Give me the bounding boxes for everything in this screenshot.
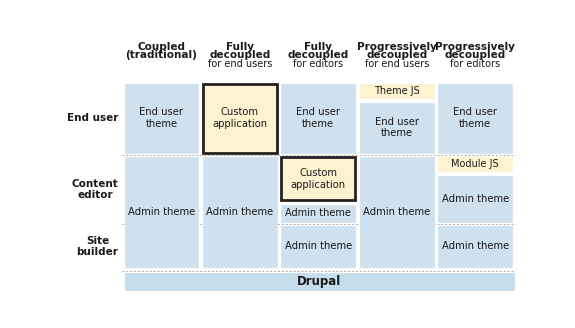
Text: decoupled: decoupled bbox=[366, 50, 427, 60]
Text: Custom
application: Custom application bbox=[212, 108, 267, 129]
FancyBboxPatch shape bbox=[438, 176, 512, 222]
FancyBboxPatch shape bbox=[125, 84, 198, 153]
Text: Fully: Fully bbox=[304, 42, 332, 52]
FancyBboxPatch shape bbox=[281, 84, 355, 153]
Text: Content
editor: Content editor bbox=[72, 179, 118, 200]
Text: Admin theme: Admin theme bbox=[442, 241, 509, 252]
FancyBboxPatch shape bbox=[203, 157, 277, 267]
Text: End user: End user bbox=[67, 113, 118, 123]
Text: End user
theme: End user theme bbox=[375, 117, 419, 138]
FancyBboxPatch shape bbox=[125, 273, 513, 290]
Text: Site
builder: Site builder bbox=[76, 236, 118, 257]
Text: End user
theme: End user theme bbox=[453, 108, 497, 129]
FancyBboxPatch shape bbox=[281, 157, 355, 200]
Text: for editors: for editors bbox=[450, 59, 500, 69]
FancyBboxPatch shape bbox=[438, 226, 512, 267]
FancyBboxPatch shape bbox=[281, 226, 355, 267]
Text: decoupled: decoupled bbox=[209, 50, 270, 60]
Text: Custom
application: Custom application bbox=[291, 168, 346, 190]
Text: Admin theme: Admin theme bbox=[285, 241, 352, 252]
Text: Admin theme: Admin theme bbox=[206, 207, 274, 217]
FancyBboxPatch shape bbox=[438, 84, 512, 153]
Text: (traditional): (traditional) bbox=[125, 50, 197, 60]
Text: Drupal: Drupal bbox=[297, 275, 341, 288]
Text: for end users: for end users bbox=[208, 59, 272, 69]
Text: Module JS: Module JS bbox=[451, 159, 499, 169]
Text: for editors: for editors bbox=[293, 59, 343, 69]
Text: Admin theme: Admin theme bbox=[363, 207, 430, 217]
Text: Admin theme: Admin theme bbox=[285, 208, 351, 218]
Text: decoupled: decoupled bbox=[444, 50, 506, 60]
Text: Admin theme: Admin theme bbox=[128, 207, 195, 217]
FancyBboxPatch shape bbox=[125, 157, 198, 267]
FancyBboxPatch shape bbox=[360, 84, 434, 98]
Text: End user
theme: End user theme bbox=[296, 108, 340, 129]
FancyBboxPatch shape bbox=[203, 84, 277, 153]
Text: Fully: Fully bbox=[226, 42, 254, 52]
Text: Theme JS: Theme JS bbox=[374, 86, 420, 96]
FancyBboxPatch shape bbox=[438, 157, 512, 171]
Text: Coupled: Coupled bbox=[137, 42, 186, 52]
Text: End user
theme: End user theme bbox=[140, 108, 183, 129]
Text: Progressively: Progressively bbox=[435, 42, 515, 52]
Text: Progressively: Progressively bbox=[357, 42, 436, 52]
Text: decoupled: decoupled bbox=[288, 50, 349, 60]
Text: Admin theme: Admin theme bbox=[442, 194, 509, 204]
Text: for end users: for end users bbox=[365, 59, 429, 69]
FancyBboxPatch shape bbox=[360, 157, 434, 267]
FancyBboxPatch shape bbox=[281, 205, 355, 222]
FancyBboxPatch shape bbox=[360, 102, 434, 153]
